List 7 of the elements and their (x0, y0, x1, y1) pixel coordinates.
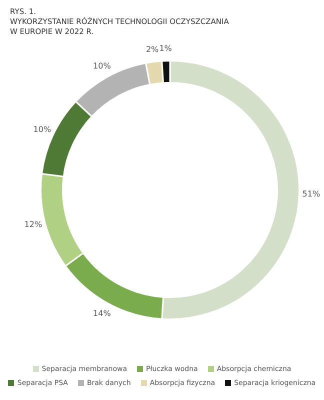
data-label: 51% (302, 190, 320, 199)
data-label: 14% (93, 308, 112, 318)
data-label: 2% (146, 44, 160, 54)
data-label: 12% (24, 220, 42, 230)
data-label: 10% (93, 61, 112, 70)
data-label: 1% (159, 44, 172, 53)
data-label: 10% (33, 124, 52, 134)
